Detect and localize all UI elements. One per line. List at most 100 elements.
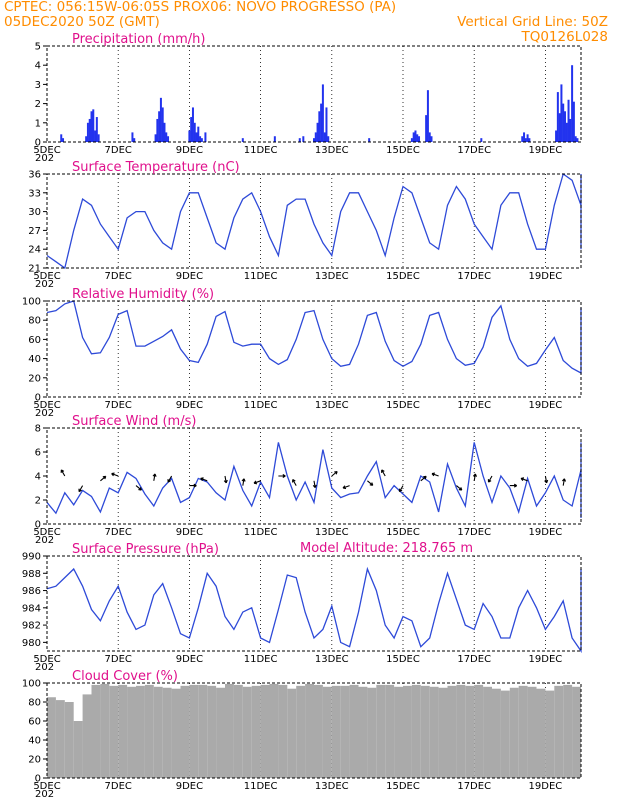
cloud-cover-bar xyxy=(189,684,199,778)
wind-direction-arrow xyxy=(241,478,246,486)
cloud-cover-bar xyxy=(109,685,119,778)
pressure-x-tick-label: 15DEC xyxy=(386,654,420,665)
precip-y-tick-label: 5 xyxy=(35,42,41,53)
precip-bar xyxy=(154,134,157,142)
pressure-year-stub: 202 xyxy=(35,662,54,673)
precip-bar xyxy=(327,136,330,142)
wind-y-tick-label: 2 xyxy=(35,496,41,507)
rh-x-tick-label: 7DEC xyxy=(105,400,132,411)
wind-direction-arrow xyxy=(278,474,286,478)
precip-x-tick-label: 19DEC xyxy=(529,145,563,156)
precip-bar xyxy=(200,138,203,142)
cloud-cover-bar xyxy=(305,683,314,778)
precip-bar xyxy=(191,107,194,142)
precip-x-tick-label: 9DEC xyxy=(176,145,203,156)
wind-y-tick-label: 6 xyxy=(35,448,41,459)
cloud-cover-bar xyxy=(287,688,297,778)
pressure-panel: 5DEC 7DEC 9DEC 11DEC 13DEC 15DEC 17DEC 19DEC 202… xyxy=(22,542,582,673)
precip-bar xyxy=(190,117,193,142)
precip-bar xyxy=(567,99,570,142)
cloud-cover-bar xyxy=(73,721,83,778)
rh-series-line xyxy=(46,300,582,375)
cloud-cover-bar xyxy=(394,686,403,778)
wind-direction-arrow xyxy=(561,478,567,486)
cloud-cover-bar xyxy=(447,685,457,778)
rh-x-tick-label: 11DEC xyxy=(244,400,278,411)
wind-frame xyxy=(46,427,582,525)
cloud-y-tick-label: 20 xyxy=(28,755,41,766)
precip-bar xyxy=(563,111,566,142)
wind-direction-arrow xyxy=(342,485,350,490)
pressure-x-tick-label: 17DEC xyxy=(457,654,491,665)
wind-direction-arrow xyxy=(189,483,197,488)
cloud-cover-bar xyxy=(127,686,136,778)
cloud-x-tick-label: 11DEC xyxy=(244,781,278,792)
precip-bar xyxy=(188,130,191,142)
precip-bar xyxy=(60,134,63,142)
precip-bar xyxy=(428,132,431,142)
cloud-cover-bar xyxy=(403,685,412,778)
precip-bar xyxy=(414,130,417,142)
header-run-date: 05DEC2020 50Z (GMT) xyxy=(4,14,160,30)
precip-bar xyxy=(199,136,202,142)
cloud-cover-bar xyxy=(474,684,484,778)
cloud-cover-bar xyxy=(500,690,510,778)
pressure-series-line xyxy=(46,566,582,654)
temp-x-tick-label: 17DEC xyxy=(457,271,491,282)
temp-x-tick-label: 7DEC xyxy=(105,271,132,282)
pressure-x-tick-label: 11DEC xyxy=(244,654,278,665)
temp-x-tick-label: 13DEC xyxy=(315,271,349,282)
cloud-cover-bar xyxy=(144,684,154,778)
wind-direction-arrow xyxy=(167,475,173,483)
precip-bar xyxy=(571,65,574,142)
wind-direction-arrow xyxy=(431,472,439,477)
pressure-y-tick-label: 990 xyxy=(22,552,41,563)
precip-bar xyxy=(480,138,483,142)
temp-series-line xyxy=(46,172,582,270)
pressure-frame xyxy=(46,555,582,652)
temp-frame xyxy=(46,173,582,269)
rh-y-tick-label: 60 xyxy=(28,335,41,346)
wind-x-tick-label: 9DEC xyxy=(176,527,203,538)
cloud-cover-bar xyxy=(55,700,65,778)
cloud-cover-bar xyxy=(411,684,421,778)
precip-bar xyxy=(560,84,563,142)
pressure-x-tick-label: 13DEC xyxy=(315,654,349,665)
cloud-cover-bar xyxy=(518,685,528,778)
wind-direction-arrow xyxy=(487,475,493,483)
precip-bar xyxy=(90,111,93,142)
cloud-cover-bar xyxy=(492,688,501,778)
precip-x-tick-label: 17DEC xyxy=(457,145,491,156)
precip-bar xyxy=(97,134,100,142)
precipitation-panel: 5DEC 7DEC 9DEC 11DEC 13DEC 15DEC 17DEC 19DEC202… xyxy=(33,32,582,164)
temp-x-tick-label: 19DEC xyxy=(529,271,563,282)
rh-title: Relative Humidity (%) xyxy=(72,287,214,302)
precip-x-tick-label: 11DEC xyxy=(244,145,278,156)
rh-x-tick-label: 17DEC xyxy=(457,400,491,411)
wind-panel: 5DEC 7DEC 9DEC 11DEC 13DEC 15DEC 17DEC 19DEC202… xyxy=(33,414,582,546)
precip-bar xyxy=(302,136,305,142)
precip-bar xyxy=(316,122,319,142)
pressure-title: Surface Pressure (hPa) xyxy=(72,542,219,557)
cloud-x-tick-label: 13DEC xyxy=(315,781,349,792)
cloud-cover-bar xyxy=(376,684,386,778)
precip-bar xyxy=(197,126,200,142)
cloud-cover-bar xyxy=(82,694,92,778)
cloud-y-tick-label: 80 xyxy=(28,698,41,709)
cloud-x-tick-label: 17DEC xyxy=(457,781,491,792)
temp-x-tick-label: 11DEC xyxy=(244,271,278,282)
wind-x-tick-label: 17DEC xyxy=(457,527,491,538)
precip-bar xyxy=(94,130,97,142)
cloud-cover-bar xyxy=(358,686,368,778)
precip-bar xyxy=(574,136,577,142)
wind-x-tick-label: 15DEC xyxy=(386,527,420,538)
precip-frame xyxy=(46,45,582,143)
cloud-cover-bar xyxy=(198,684,208,778)
cloud-cover-bar xyxy=(207,685,217,778)
precip-bar xyxy=(320,103,323,142)
cloud-cover-bar xyxy=(100,683,110,778)
precip-bar xyxy=(368,138,371,142)
cloud-cover-bar xyxy=(162,687,172,778)
cloud-cover-bar xyxy=(91,684,101,778)
precip-bar xyxy=(195,132,198,142)
